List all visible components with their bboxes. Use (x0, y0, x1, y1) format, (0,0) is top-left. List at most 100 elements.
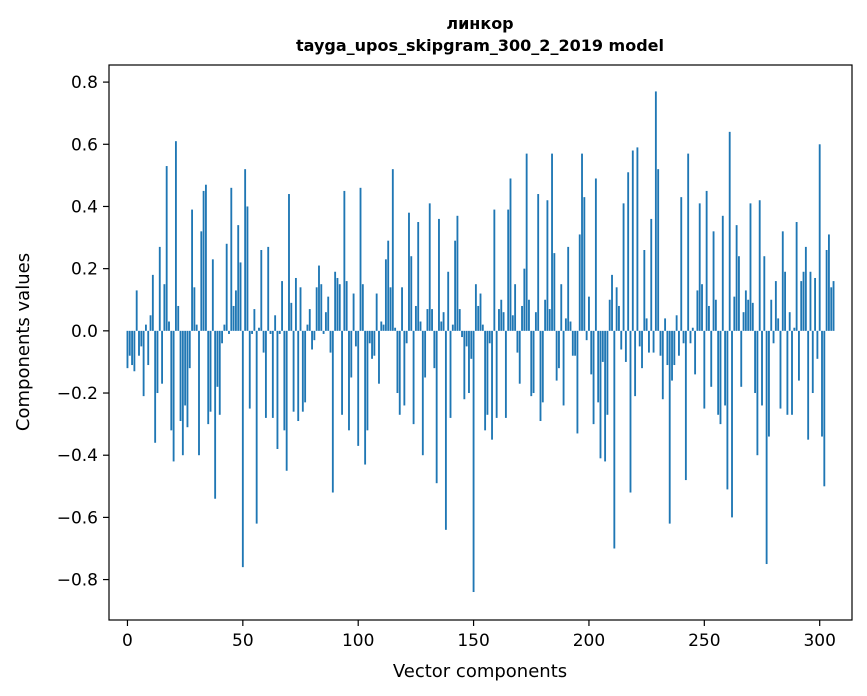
bar (131, 330, 133, 366)
bar (424, 330, 427, 378)
bar (749, 203, 752, 331)
bar (744, 290, 747, 331)
bar (174, 141, 177, 331)
chart-subtitle: tayga_upos_skipgram_300_2_2019 model (296, 36, 664, 55)
bar (479, 293, 482, 331)
bar (585, 330, 588, 341)
bar (200, 231, 203, 331)
bar (684, 330, 687, 481)
bar (735, 225, 738, 331)
bar (661, 330, 664, 400)
bar (410, 256, 413, 331)
bar (648, 330, 650, 353)
bar (754, 330, 757, 394)
bar (239, 262, 242, 331)
bar (590, 330, 593, 375)
bar (809, 271, 812, 331)
bar (518, 330, 521, 384)
bar (202, 190, 205, 331)
bar (389, 287, 392, 331)
bar (288, 194, 290, 331)
bar (149, 315, 152, 331)
bar (396, 330, 399, 394)
bar (830, 287, 833, 331)
bar (382, 324, 385, 331)
bar (151, 274, 154, 331)
bar (611, 274, 613, 331)
bar (414, 305, 417, 331)
bar (828, 234, 830, 331)
bar (221, 330, 223, 344)
bar (615, 287, 618, 331)
bar (495, 330, 498, 418)
bar (664, 318, 667, 331)
bar (354, 330, 357, 347)
bar (361, 284, 364, 331)
bar (232, 305, 235, 331)
bar (562, 330, 565, 406)
bars-group (126, 91, 835, 593)
bar (348, 330, 350, 431)
bar (631, 150, 634, 331)
bar (281, 281, 283, 331)
bar (301, 330, 304, 412)
bar (438, 218, 440, 331)
bar (491, 330, 493, 440)
bar (435, 330, 438, 484)
bar (195, 324, 198, 331)
bar (440, 321, 443, 331)
bar (634, 330, 637, 397)
bar (373, 330, 376, 356)
bar (751, 302, 754, 331)
x-tick-label: 0 (122, 631, 133, 651)
bar (825, 250, 828, 331)
bar (447, 271, 450, 331)
bar (278, 330, 281, 334)
bar (576, 330, 579, 434)
bar (188, 330, 191, 369)
bar (269, 330, 272, 334)
bar (477, 305, 480, 331)
bar (234, 290, 237, 331)
bar (327, 296, 330, 331)
bar (211, 259, 214, 331)
bar (308, 309, 311, 331)
bar (534, 312, 537, 331)
bar (761, 330, 763, 406)
bar (165, 166, 168, 331)
bar (528, 299, 530, 331)
bar (532, 330, 535, 394)
bar (608, 299, 611, 331)
bar (498, 309, 500, 331)
bar (145, 324, 147, 331)
bar (315, 287, 318, 331)
bar (620, 330, 623, 350)
bar (186, 330, 189, 428)
bar (461, 330, 463, 338)
bar (504, 330, 507, 418)
bar (521, 305, 523, 331)
bar (659, 330, 662, 356)
bar (832, 281, 835, 331)
x-tick-label: 150 (457, 631, 489, 651)
x-tick-label: 300 (803, 631, 835, 651)
bar (728, 131, 731, 331)
bar (154, 330, 157, 443)
bar (274, 315, 277, 331)
bar (290, 302, 293, 331)
bar (800, 281, 803, 331)
bar (564, 318, 567, 331)
bar (488, 330, 491, 344)
bar (666, 330, 669, 366)
bar (251, 330, 253, 334)
bar (738, 256, 740, 331)
bar (546, 200, 549, 331)
bar (710, 330, 713, 387)
bar (795, 222, 798, 331)
bar (724, 330, 727, 406)
bar (816, 330, 819, 359)
bar (421, 330, 424, 456)
bar (768, 330, 770, 437)
bar (329, 330, 332, 353)
bar (170, 330, 173, 431)
